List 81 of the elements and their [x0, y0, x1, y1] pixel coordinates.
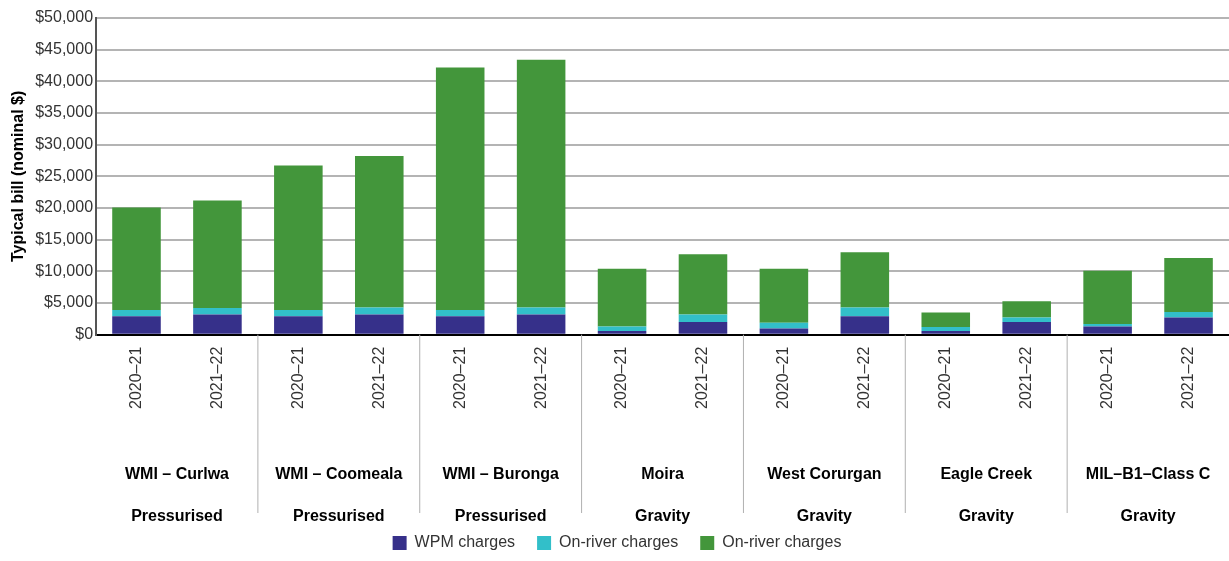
text: Gravity [634, 507, 691, 525]
text: Gravity [1120, 507, 1176, 525]
x-tick-label: 2021–22 [369, 346, 387, 410]
text: Pressurised [293, 507, 385, 525]
text: WMI – Coomeala [275, 465, 403, 483]
y-tick-label: $25,000 [35, 166, 94, 184]
bar [435, 310, 485, 317]
bar [597, 326, 647, 331]
text: WMI – Buronga [442, 465, 559, 483]
x-tick-label: 2021–22 [855, 346, 873, 410]
x-tick-label: 2020–21 [936, 346, 954, 410]
x-tick-label: 2020–21 [774, 346, 792, 410]
y-tick-label: $5,000 [44, 293, 94, 311]
bar [597, 330, 647, 334]
bar [921, 312, 971, 328]
bar [355, 314, 404, 334]
legend-label: On-river charges [722, 533, 842, 551]
x-tick-label: 2021–22 [1017, 346, 1035, 410]
text: Gravity [796, 507, 853, 525]
x-tick-label: 2020–21 [450, 346, 468, 410]
x-tick-label: 2020–21 [288, 346, 306, 410]
bar [1002, 301, 1051, 318]
bar [1002, 317, 1051, 323]
bar [1164, 311, 1213, 318]
bar [112, 310, 161, 317]
text: Pressurised [454, 507, 547, 525]
bar [355, 307, 404, 315]
bar [193, 314, 242, 334]
y-axis-title: Typical bill (nominal $) [9, 90, 27, 262]
x-tick-label: 2021–22 [1178, 346, 1196, 410]
y-tick-label: $20,000 [35, 198, 94, 216]
bar [355, 156, 404, 308]
bar [759, 268, 809, 323]
bar [1083, 270, 1132, 324]
bar [435, 316, 485, 334]
text: Moira [641, 465, 684, 483]
legend-label: WPM charges [414, 533, 516, 551]
text: Gravity [958, 507, 1014, 525]
legend-label: On-river charges [559, 533, 679, 551]
y-tick-label: $10,000 [35, 261, 94, 279]
bar [840, 307, 890, 317]
bar [274, 316, 323, 334]
text: WMI – Curlwa [124, 465, 230, 483]
bar [678, 254, 728, 315]
bar [840, 252, 890, 308]
y-tick-label: $35,000 [35, 103, 94, 121]
bar [516, 307, 566, 315]
x-tick-label: 2021–22 [693, 346, 711, 410]
bar [435, 67, 485, 311]
bar [1164, 258, 1213, 312]
bar [193, 308, 242, 315]
bar [112, 207, 161, 311]
bar [840, 316, 890, 334]
text: West Corurgan [767, 465, 882, 483]
y-tick-label: $30,000 [35, 135, 94, 153]
bar [274, 165, 323, 311]
bar [1083, 326, 1132, 334]
bar [1164, 317, 1213, 334]
x-tick-label: 2020–21 [1098, 346, 1116, 410]
bar [1002, 322, 1051, 334]
bar [597, 268, 647, 327]
bar [678, 314, 728, 323]
x-tick-label: 2020–21 [126, 346, 144, 410]
x-tick-label: 2021–22 [531, 346, 549, 410]
y-tick-label: $50,000 [35, 8, 94, 26]
bar [193, 200, 242, 309]
y-tick-label: $15,000 [35, 230, 94, 248]
y-tick-label: $45,000 [35, 40, 94, 58]
bar [274, 310, 323, 317]
text: Pressurised [131, 507, 223, 525]
bar [112, 316, 161, 334]
bar [516, 314, 566, 334]
bar [759, 328, 809, 334]
y-tick-label: $0 [75, 325, 94, 343]
y-tick-label: $40,000 [35, 71, 94, 89]
x-tick-label: 2021–22 [207, 346, 225, 410]
x-tick-label: 2020–21 [612, 346, 630, 410]
text: MIL–B1–Class C [1085, 465, 1211, 483]
bar [678, 322, 728, 334]
text: Eagle Creek [940, 465, 1033, 483]
bar [516, 59, 566, 308]
